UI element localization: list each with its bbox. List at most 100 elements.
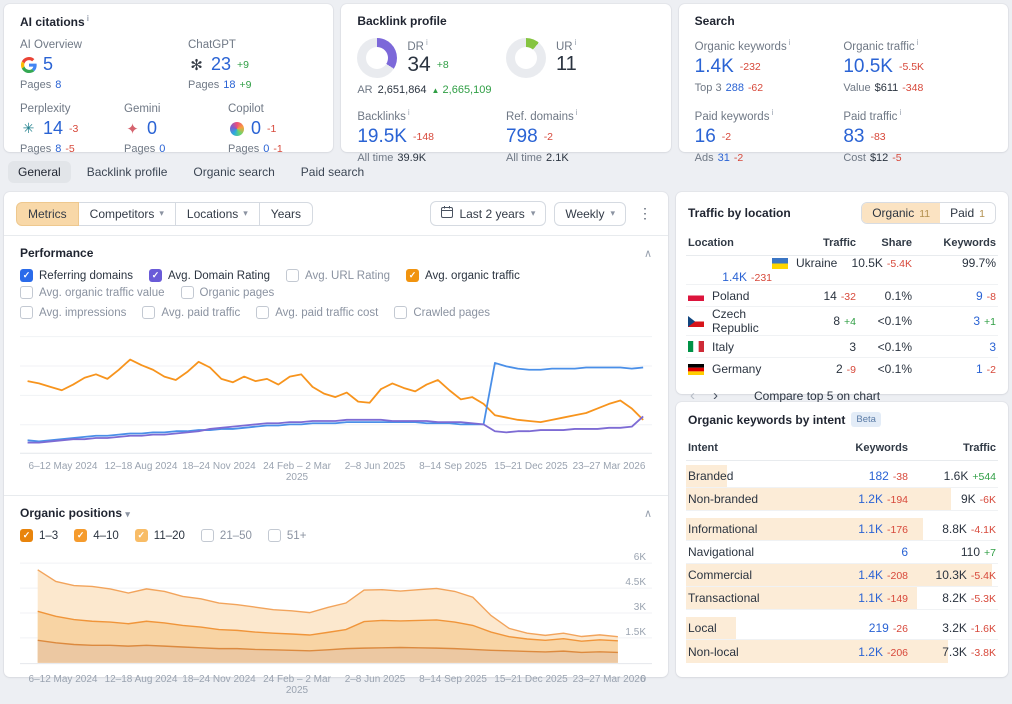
intent-table-header: Intent Keywords Traffic — [686, 435, 998, 461]
tab-backlink-profile[interactable]: Backlink profile — [86, 165, 168, 179]
tab-general[interactable]: General — [8, 161, 71, 183]
metrics-button[interactable]: Metrics — [16, 201, 79, 226]
checkbox-pos-21-50[interactable]: 21–50 — [200, 529, 252, 542]
sub-label: Top 3 — [694, 81, 722, 94]
sub-label: Ads — [694, 151, 714, 164]
toggle-organic[interactable]: Organic 11 — [862, 203, 941, 223]
info-icon[interactable]: i — [425, 38, 428, 47]
sub-label: Cost — [843, 151, 866, 164]
ar-value: 2,651,864 — [377, 84, 427, 96]
keywords-link[interactable]: 1 — [975, 362, 983, 376]
toggle-paid[interactable]: Paid 1 — [940, 203, 995, 223]
metric-value[interactable]: 83 — [843, 125, 865, 147]
info-icon[interactable]: i — [899, 107, 902, 117]
performance-title: Performance — [20, 246, 94, 260]
intent-share-bar — [686, 587, 917, 609]
keywords-link[interactable]: 1.4K — [722, 270, 747, 284]
years-button[interactable]: Years — [258, 201, 314, 226]
organic-positions-title[interactable]: Organic positions ▾ — [20, 506, 130, 520]
keywords-link[interactable]: 182 — [868, 469, 889, 483]
keywords-link[interactable]: 6 — [901, 545, 908, 559]
checkbox-avg-url-rating[interactable]: Avg. URL Rating — [286, 269, 390, 282]
tab-paid-search[interactable]: Paid search — [300, 165, 365, 179]
checkbox-avg-paid-traffic[interactable]: Avg. paid traffic — [142, 306, 240, 319]
keywords-link[interactable]: 1.2K — [858, 644, 883, 659]
ref-domains-value[interactable]: 798 — [505, 125, 538, 147]
pages-value[interactable]: 8 — [55, 143, 62, 155]
keywords-link[interactable]: 1.1K — [858, 522, 883, 536]
checkbox-avg-paid-traffic-cost[interactable]: Avg. paid traffic cost — [256, 306, 378, 319]
granularity-button[interactable]: Weekly ▾ — [554, 201, 626, 226]
compare-top5-button[interactable]: Compare top 5 on chart — [754, 388, 881, 403]
alltime-label: All time — [357, 151, 394, 164]
pages-value[interactable]: 0 — [263, 143, 270, 155]
pages-label: Pages — [188, 79, 220, 91]
info-icon[interactable]: i — [407, 108, 410, 117]
intent-share-bar — [686, 564, 992, 586]
keywords-link[interactable]: 3 — [973, 314, 981, 328]
performance-line-chart — [20, 329, 652, 457]
intent-share-bar — [686, 488, 952, 510]
metric-label: Organic traffic i — [843, 38, 919, 53]
checkbox-referring-domains[interactable]: Referring domains — [20, 269, 133, 282]
pages-value[interactable]: 18 — [223, 79, 236, 91]
date-range-button[interactable]: Last 2 years ▾ — [430, 201, 547, 226]
checkbox-pos-4-10[interactable]: 4–10 — [74, 529, 119, 542]
keywords-link[interactable]: 1.1K — [858, 591, 883, 605]
info-icon[interactable]: i — [86, 14, 89, 23]
checkbox-avg-domain-rating[interactable]: Avg. Domain Rating — [148, 269, 270, 282]
checkbox-avg-impressions[interactable]: Avg. impressions — [20, 306, 126, 319]
collapse-chevron-up-icon[interactable]: ∧ — [643, 507, 652, 520]
checkbox-pos-1-3[interactable]: 1–3 — [20, 529, 58, 542]
checkbox-pos-51plus[interactable]: 51+ — [267, 529, 306, 542]
sub-value[interactable]: 31 — [717, 151, 730, 164]
metric-value[interactable]: 10.5K — [843, 55, 893, 77]
info-icon[interactable]: i — [788, 38, 791, 47]
pages-value[interactable]: 8 — [55, 79, 62, 91]
pages-delta: -5 — [65, 143, 75, 155]
locations-button[interactable]: Locations ▾ — [174, 201, 260, 226]
info-icon[interactable]: i — [575, 108, 578, 117]
info-icon[interactable]: i — [574, 38, 577, 47]
checkbox-avg-organic-traffic[interactable]: Avg. organic traffic — [406, 269, 520, 282]
metric-value[interactable]: 1.4K — [694, 55, 734, 77]
checkbox-avg-organic-traffic-value[interactable]: Avg. organic traffic value — [20, 286, 165, 299]
backlinks-value[interactable]: 19.5K — [357, 125, 407, 147]
dr-block: DR i 34 +8 AR 2,651,864 ▲ 2,665,109 — [357, 38, 506, 96]
metric-value[interactable]: 16 — [694, 125, 716, 147]
info-icon[interactable]: i — [916, 38, 919, 47]
area-band-1-3 — [37, 640, 618, 663]
metric-delta: -232 — [739, 60, 761, 73]
info-icon[interactable]: i — [771, 107, 774, 117]
ai-metric-chatgpt: ChatGPT ✻ 23 +9 Pages 18 +9 — [188, 39, 317, 91]
more-options-kebab-icon[interactable]: ⋮ — [634, 203, 656, 224]
metric-label: Paid keywords i — [694, 107, 774, 123]
organic-paid-toggle: Organic 11 Paid 1 — [861, 202, 996, 224]
keywords-link[interactable]: 3 — [989, 339, 996, 354]
next-page-icon[interactable]: › — [713, 387, 718, 404]
checkbox-crawled-pages[interactable]: Crawled pages — [394, 306, 490, 319]
keywords-link[interactable]: 9 — [975, 288, 983, 303]
chevron-down-icon: ▾ — [610, 208, 615, 218]
keywords-link[interactable]: 1.4K — [858, 568, 883, 582]
location-pager: ‹ › Compare top 5 on chart — [686, 380, 998, 411]
col-location: Location — [688, 237, 734, 249]
organic-traffic-block: Organic traffic i 10.5K -5.5K Value $611 -34… — [843, 38, 992, 94]
tab-organic-search[interactable]: Organic search — [193, 165, 275, 179]
flag-germany-icon — [688, 363, 704, 375]
intent-share-bar — [686, 518, 924, 540]
keywords-link[interactable]: 1.2K — [858, 492, 883, 506]
prev-page-icon[interactable]: ‹ — [690, 387, 695, 404]
checkbox-pos-11-20[interactable]: 11–20 — [134, 529, 185, 542]
chatgpt-icon: ✻ — [190, 56, 203, 74]
flag-czech-republic-icon — [688, 315, 704, 327]
alltime-value: 39.9K — [397, 151, 427, 164]
keywords-link[interactable]: 219 — [868, 621, 889, 635]
collapse-chevron-up-icon[interactable]: ∧ — [643, 247, 652, 260]
ai-metric-copilot: Copilot 0 -1 Pages 0 -1 — [228, 103, 317, 155]
metric-label: AI Overview — [20, 39, 82, 51]
pages-value[interactable]: 0 — [159, 143, 166, 155]
competitors-button[interactable]: Competitors ▾ — [77, 201, 176, 226]
checkbox-organic-pages[interactable]: Organic pages — [180, 286, 274, 299]
sub-value[interactable]: 288 — [725, 81, 744, 94]
